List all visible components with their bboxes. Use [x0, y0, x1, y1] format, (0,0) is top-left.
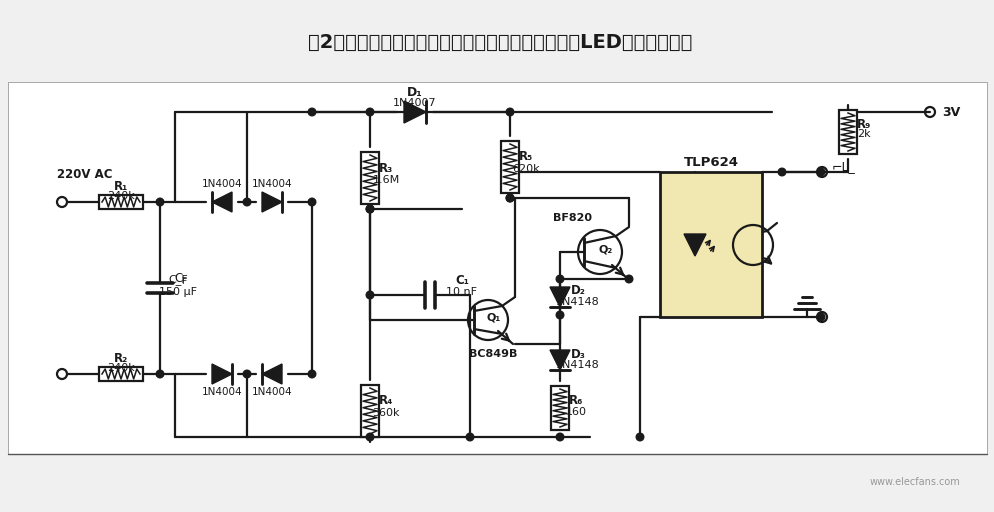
Bar — [838, 110, 856, 154]
Text: 1N4004: 1N4004 — [202, 387, 243, 397]
Circle shape — [816, 168, 824, 176]
Circle shape — [816, 313, 824, 321]
Polygon shape — [261, 364, 281, 384]
Text: 图2，本电路解决了过多功耗、不确定开关速度以及LED老化等问题。: 图2，本电路解决了过多功耗、不确定开关速度以及LED老化等问题。 — [307, 32, 692, 52]
Text: R₅: R₅ — [518, 151, 533, 163]
Polygon shape — [261, 192, 281, 212]
Text: 1N4004: 1N4004 — [251, 179, 292, 189]
Text: 1N4148: 1N4148 — [556, 297, 599, 307]
Text: D₃: D₃ — [570, 348, 584, 360]
Text: 1.6M: 1.6M — [372, 175, 400, 185]
Circle shape — [308, 370, 315, 378]
Circle shape — [243, 198, 250, 206]
Text: www.elecfans.com: www.elecfans.com — [869, 477, 959, 487]
Text: C_F: C_F — [168, 274, 188, 286]
Circle shape — [366, 108, 374, 116]
Circle shape — [777, 168, 785, 176]
Polygon shape — [550, 350, 570, 370]
Text: BF820: BF820 — [552, 213, 590, 223]
Text: R₆: R₆ — [569, 394, 582, 407]
Circle shape — [308, 198, 315, 206]
Text: R₉: R₉ — [856, 117, 871, 131]
Text: D₂: D₂ — [570, 285, 584, 297]
Text: 1N4004: 1N4004 — [202, 179, 243, 189]
Bar — [659, 172, 761, 317]
Circle shape — [556, 433, 564, 441]
Circle shape — [243, 370, 250, 378]
Text: R₁: R₁ — [113, 180, 128, 193]
Text: 150 μF: 150 μF — [159, 287, 197, 297]
Circle shape — [506, 194, 513, 202]
Circle shape — [156, 198, 164, 206]
Circle shape — [156, 370, 164, 378]
Text: 620k: 620k — [512, 164, 540, 174]
Polygon shape — [404, 101, 425, 123]
Text: D₁: D₁ — [407, 86, 422, 98]
Text: 240k: 240k — [107, 363, 135, 373]
Circle shape — [366, 433, 374, 441]
Bar — [98, 367, 143, 381]
Text: 240k: 240k — [107, 191, 135, 201]
Text: 160: 160 — [565, 407, 585, 417]
Text: Q₂: Q₂ — [598, 245, 612, 255]
Circle shape — [308, 108, 315, 116]
Bar — [551, 386, 569, 430]
Circle shape — [366, 291, 374, 299]
Circle shape — [506, 108, 513, 116]
Text: 220V AC: 220V AC — [57, 167, 112, 181]
Circle shape — [506, 194, 513, 202]
Text: ⌐L_: ⌐L_ — [831, 160, 855, 174]
Text: 2k: 2k — [856, 129, 870, 139]
Bar — [361, 152, 379, 204]
Text: Q₁: Q₁ — [486, 313, 501, 323]
Polygon shape — [212, 192, 232, 212]
Text: R₂: R₂ — [113, 352, 128, 365]
Text: R₄: R₄ — [379, 395, 393, 408]
Circle shape — [366, 205, 374, 213]
Text: C: C — [174, 272, 182, 286]
Circle shape — [635, 433, 643, 441]
Text: 10 nF: 10 nF — [446, 287, 477, 297]
Text: F: F — [181, 278, 186, 287]
Polygon shape — [550, 287, 570, 307]
Bar — [8, 82, 986, 454]
Circle shape — [624, 275, 632, 283]
Text: 3V: 3V — [941, 105, 959, 118]
Polygon shape — [683, 234, 706, 256]
Circle shape — [556, 311, 564, 319]
Text: R₃: R₃ — [379, 161, 393, 175]
Text: BC849B: BC849B — [468, 349, 517, 359]
Circle shape — [466, 433, 473, 441]
Text: 1N4004: 1N4004 — [251, 387, 292, 397]
Bar — [361, 385, 379, 437]
Circle shape — [366, 205, 374, 213]
Text: 360k: 360k — [372, 408, 400, 418]
Text: 1N4148: 1N4148 — [556, 360, 599, 370]
Text: C₁: C₁ — [454, 274, 468, 288]
Bar — [501, 141, 519, 193]
Text: TLP624: TLP624 — [683, 156, 738, 168]
Polygon shape — [212, 364, 232, 384]
Bar — [98, 195, 143, 209]
Text: 1N4007: 1N4007 — [393, 98, 436, 108]
Circle shape — [556, 275, 564, 283]
